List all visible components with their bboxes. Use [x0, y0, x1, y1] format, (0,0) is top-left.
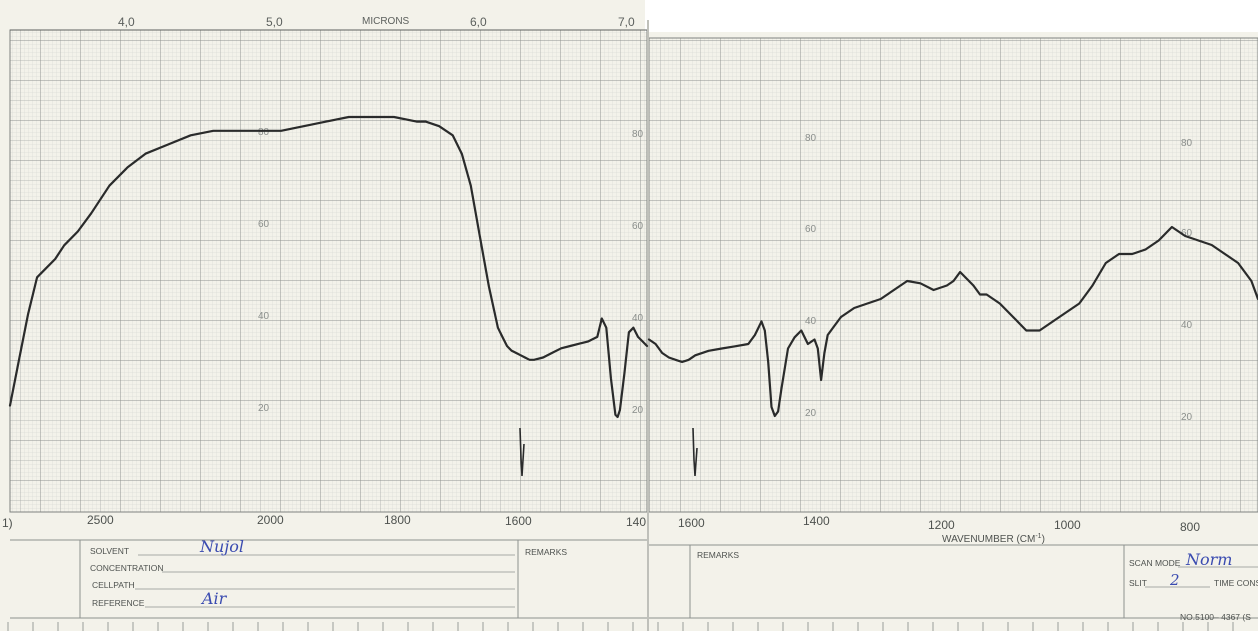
left-wn-1800: 1800: [384, 513, 411, 527]
left-t-80: 80: [258, 127, 270, 138]
microns-tick-4: 4,0: [118, 15, 135, 29]
edge-t-40: 40: [632, 313, 644, 324]
scan-mode-value: Norm: [1185, 550, 1232, 569]
left-t-20: 20: [258, 403, 270, 414]
microns-tick-5: 5,0: [266, 15, 283, 29]
concentration-label: CONCENTRATION: [90, 563, 164, 573]
right-b-t-40: 40: [1181, 320, 1193, 331]
left-wn-2000: 2000: [257, 513, 284, 527]
remarks-right-label: REMARKS: [697, 550, 739, 560]
left-t-60: 60: [258, 219, 270, 230]
calibration-mark-right: [692, 427, 698, 477]
calibration-mark-left: [519, 427, 525, 477]
reference-label: REFERENCE: [92, 598, 145, 608]
left-wavenumber-axis: 1) 2500 2000 1800 1600 140: [2, 513, 646, 530]
wavenumber-axis-title-text: WAVENUMBER (CM: [942, 534, 1035, 545]
left-transmittance-labels: 80 60 40 20 80 60 40 20: [258, 127, 644, 416]
left-wn-edge: 1): [2, 516, 13, 530]
solvent-label: SOLVENT: [90, 546, 129, 556]
edge-t-80: 80: [632, 129, 644, 140]
microns-title: MICRONS: [362, 16, 410, 27]
left-wn-1400: 140: [626, 515, 646, 529]
right-wn-1600: 1600: [678, 516, 705, 530]
cellpath-label: CELLPATH: [92, 580, 135, 590]
wavenumber-axis-title-sup: -1: [1035, 533, 1041, 540]
sample-info-form: SOLVENT CONCENTRATION CELLPATH REFERENCE…: [10, 537, 647, 619]
wavenumber-axis-title-close: ): [1042, 534, 1045, 545]
microns-tick-6: 6,0: [470, 15, 487, 29]
left-wn-2500: 2500: [87, 513, 114, 527]
wavenumber-axis-title: WAVENUMBER (CM-1): [942, 533, 1045, 545]
microns-tick-7: 7,0: [618, 15, 635, 29]
right-wavenumber-axis: 1600 1400 1200 1000 800 WAVENUMBER (CM-1…: [678, 514, 1200, 545]
paper-perforations: [7, 622, 1234, 631]
edge-t-20: 20: [632, 405, 644, 416]
left-wn-1600: 1600: [505, 514, 532, 528]
right-b-t-60: 60: [1181, 228, 1193, 239]
remarks-left-label: REMARKS: [525, 547, 567, 557]
left-grid: [9, 29, 648, 513]
right-a-t-80: 80: [805, 133, 817, 144]
instrument-info-form: REMARKS SCAN MODE SLIT TIME CONS NO.5100…: [649, 544, 1258, 622]
right-b-t-80: 80: [1181, 138, 1193, 149]
spectrum-trace-right: [647, 225, 1258, 418]
right-wn-1400: 1400: [803, 514, 830, 528]
scan-mode-label: SCAN MODE: [1129, 558, 1181, 568]
right-wn-1000: 1000: [1054, 518, 1081, 532]
slit-value: 2: [1169, 571, 1180, 589]
slit-label: SLIT: [1129, 578, 1147, 588]
right-a-t-20: 20: [805, 408, 817, 419]
right-wn-1200: 1200: [928, 518, 955, 532]
right-grid: [648, 37, 1258, 513]
microns-scale: 4,0 5,0 MICRONS 6,0 7,0: [10, 15, 647, 31]
left-t-40: 40: [258, 311, 270, 322]
solvent-value: Nujol: [199, 537, 244, 556]
right-transmittance-labels: 80 60 40 20 80 60 40 20: [805, 133, 1193, 423]
right-a-t-40: 40: [805, 316, 817, 327]
edge-t-60: 60: [632, 221, 644, 232]
reference-value: Air: [200, 589, 228, 608]
form-number: NO.5100– 4367 (S: [1180, 612, 1251, 622]
right-wn-800: 800: [1180, 520, 1200, 534]
time-const-label: TIME CONS: [1214, 578, 1258, 588]
spectrum-trace-left: [8, 115, 649, 419]
right-b-t-20: 20: [1181, 412, 1193, 423]
right-a-t-60: 60: [805, 224, 817, 235]
top-white-gap: [645, 0, 1258, 32]
